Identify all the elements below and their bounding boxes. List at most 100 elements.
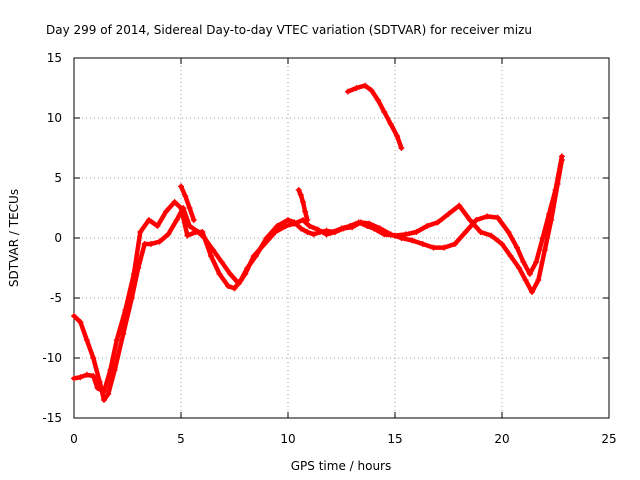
data-point [295,187,302,193]
y-tick-label: 0 [54,231,62,245]
data-point [148,241,155,247]
data-point [520,259,527,265]
data-point [513,244,520,251]
data-point [314,226,321,233]
data-point [526,271,533,277]
y-tick-label: 5 [54,171,62,185]
data-point [83,337,90,343]
data-point [180,205,187,211]
data-point [505,229,512,235]
data-point [83,371,90,378]
series-line [345,83,404,151]
data-point [473,217,480,223]
data-point [154,223,161,229]
data-point [171,199,178,205]
data-point [184,232,191,239]
data-point [387,121,394,127]
data-point [274,223,281,229]
series-trace-d [295,187,311,223]
data-point [377,225,384,232]
x-tick-label: 10 [280,432,295,446]
data-point [250,253,257,259]
series-trace-a [71,157,565,395]
data-point [113,337,120,343]
data-point [165,231,172,238]
data-point [156,238,163,245]
data-point [507,253,514,259]
data-point [120,331,127,337]
series-trace-b [71,153,565,403]
x-tick-label: 0 [70,432,78,446]
data-point [190,217,197,223]
data-point [424,223,431,229]
series-line [178,184,197,223]
data-point [77,319,84,325]
data-point [90,373,97,379]
chart-title: Day 299 of 2014, Sidereal Day-to-day VTE… [46,23,532,37]
data-point [528,289,535,295]
data-point [558,153,565,160]
data-point [141,241,148,247]
data-point [488,232,495,239]
data-point [135,265,142,271]
y-tick-label: -15 [42,411,62,425]
data-point [195,229,202,235]
data-point [434,219,441,226]
data-point [145,217,152,223]
x-tick-label: 20 [494,432,509,446]
data-point [387,231,394,238]
data-point [96,379,103,385]
data-point [340,225,347,232]
data-point [362,82,369,89]
data-point [494,214,501,221]
data-point [552,187,559,193]
data-point [484,213,491,220]
data-point [499,241,505,247]
data-point [368,87,375,94]
data-point [299,199,306,205]
x-tick-label: 25 [601,432,616,446]
data-point [466,217,473,223]
data-point [304,229,311,235]
data-point [323,231,330,238]
y-tick-label: 10 [47,111,62,125]
data-point [90,355,97,361]
series-line [71,154,565,403]
data-point [291,220,298,227]
data-point [210,247,217,253]
x-tick-label: 15 [387,432,402,446]
data-point [111,367,118,373]
data-point [535,277,542,283]
data-point [304,217,311,223]
data-point [306,223,313,229]
data-point [310,231,317,238]
y-tick-label: -10 [42,351,62,365]
data-point [409,237,416,244]
axis-ticks: 0 5 10 15 20 25 -15 -10 -5 0 5 10 15 [42,51,616,446]
series-trace-e [178,183,197,223]
data-point [402,231,409,238]
series-trace-c [344,82,405,151]
series-line [71,157,565,394]
data-point [445,211,452,217]
data-point [272,229,279,235]
data-point [297,225,304,232]
data-point [100,397,107,403]
y-axis-label: SDTVAR / TECUs [7,189,21,287]
x-axis-label: GPS time / hours [291,459,392,473]
data-point [413,229,420,235]
data-point [516,265,523,271]
data-point [225,283,232,289]
data-point [419,241,426,247]
y-tick-label: 15 [47,51,62,65]
data-point [128,295,135,301]
data-point [235,280,242,287]
data-point [332,229,339,235]
data-point [285,217,291,223]
data-point [186,223,193,229]
data-point [302,208,309,215]
data-series [71,82,565,403]
x-tick-label: 5 [177,432,185,446]
data-point [456,202,463,209]
